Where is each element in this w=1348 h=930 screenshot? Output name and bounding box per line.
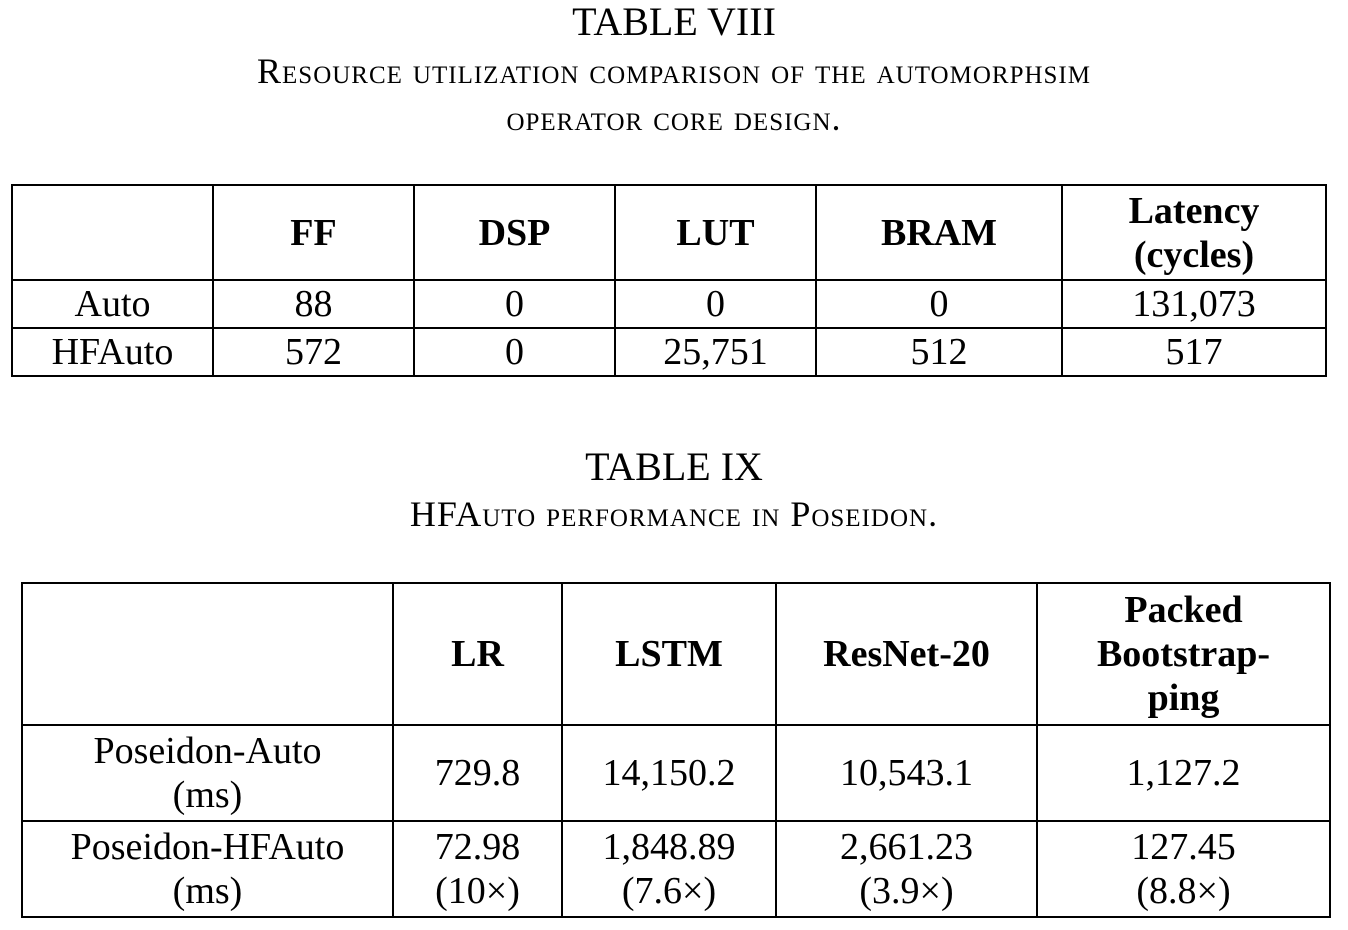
table-viii-caption: TABLE VIII Resource utilization comparis… (0, 2, 1348, 142)
table-ix-header-lstm: LSTM (561, 582, 777, 726)
table-ix-header-row: LR LSTM ResNet-20 Packed Bootstrap- ping (21, 582, 1331, 726)
table-ix: LR LSTM ResNet-20 Packed Bootstrap- ping… (21, 582, 1331, 918)
table-ix-header-packed-l1: Packed (1124, 589, 1243, 631)
table-ix-cell-resnet-value: 2,661.23 (840, 826, 973, 868)
table-ix-cell-lstm: 1,848.89 (7.6×) (561, 820, 777, 918)
table-ix-cell-lstm: 14,150.2 (561, 724, 777, 822)
table-viii-header-latency-l1: Latency (1128, 189, 1260, 232)
table-ix-cell-lstm-value: 1,848.89 (602, 826, 736, 868)
table-ix-row-name-l1: Poseidon-HFAuto (70, 826, 345, 868)
table-ix-cell-lr: 72.98 (10×) (392, 820, 563, 918)
table-ix-header-lr: LR (392, 582, 563, 726)
table-ix-header-packed-l2: Bootstrap- (1096, 633, 1271, 675)
table-viii-header-row: FF DSP LUT BRAM Latency (cycles) (11, 184, 1327, 281)
table-ix-row-name-l2: (ms) (172, 870, 243, 912)
table-row: Auto 88 0 0 0 131,073 (11, 279, 1327, 329)
table-ix-header-packed: Packed Bootstrap- ping (1036, 582, 1331, 726)
table-ix-header-packed-l3: ping (1147, 677, 1220, 719)
table-viii-cell-lut: 0 (614, 279, 817, 329)
table-viii-header-bram: BRAM (815, 184, 1063, 281)
table-viii-row-name: Auto (11, 279, 214, 329)
table-viii-row-name: HFAuto (11, 327, 214, 377)
table-ix-row-name: Poseidon-Auto (ms) (21, 724, 394, 822)
table-row: HFAuto 572 0 25,751 512 517 (11, 327, 1327, 377)
table-ix-caption: TABLE IX HFAuto performance in Poseidon. (0, 447, 1348, 538)
table-ix-row-name-l2: (ms) (172, 774, 243, 816)
table-viii-caption-line1: Resource utilization comparison of the a… (257, 51, 1091, 91)
table-ix-cell-packed: 1,127.2 (1036, 724, 1331, 822)
table-ix-cell-lr-speedup: (10×) (435, 870, 520, 912)
table-viii-header-ff: FF (212, 184, 415, 281)
table-ix-cell-packed-value: 127.45 (1131, 826, 1236, 868)
table-viii-cell-dsp: 0 (413, 279, 616, 329)
table-viii-cell-bram: 0 (815, 279, 1063, 329)
table-ix-label: TABLE IX (585, 444, 763, 489)
table-viii-header-lut: LUT (614, 184, 817, 281)
table-ix-caption-line: HFAuto performance in Poseidon. (409, 494, 939, 534)
table-viii-cell-dsp: 0 (413, 327, 616, 377)
table-viii-label: TABLE VIII (572, 0, 776, 44)
table-ix-cell-resnet: 10,543.1 (775, 724, 1038, 822)
table-ix-cell-lr-value: 72.98 (434, 826, 521, 868)
table-ix-header-empty (21, 582, 394, 726)
table-row: Poseidon-Auto (ms) 729.8 14,150.2 10,543… (21, 724, 1331, 822)
table-ix-cell-packed-speedup: (8.8×) (1136, 870, 1231, 912)
table-ix-header-resnet: ResNet-20 (775, 582, 1038, 726)
table-viii-header-latency-l2: (cycles) (1133, 233, 1255, 276)
table-ix-cell-packed: 127.45 (8.8×) (1036, 820, 1331, 918)
table-viii-cell-latency: 517 (1061, 327, 1327, 377)
table-viii: FF DSP LUT BRAM Latency (cycles) Auto 88… (11, 184, 1327, 377)
table-viii-header-empty (11, 184, 214, 281)
table-viii-cell-ff: 88 (212, 279, 415, 329)
table-row: Poseidon-HFAuto (ms) 72.98 (10×) 1,848.8… (21, 820, 1331, 918)
table-ix-cell-resnet-speedup: (3.9×) (859, 870, 954, 912)
table-viii-cell-lut: 25,751 (614, 327, 817, 377)
table-ix-row-name: Poseidon-HFAuto (ms) (21, 820, 394, 918)
table-viii-cell-latency: 131,073 (1061, 279, 1327, 329)
table-viii-header-dsp: DSP (413, 184, 616, 281)
table-ix-cell-resnet: 2,661.23 (3.9×) (775, 820, 1038, 918)
table-viii-cell-bram: 512 (815, 327, 1063, 377)
table-ix-cell-lr: 729.8 (392, 724, 563, 822)
table-ix-cell-lstm-speedup: (7.6×) (621, 870, 717, 912)
table-viii-header-latency: Latency (cycles) (1061, 184, 1327, 281)
table-viii-caption-line2: operator core design. (506, 98, 842, 138)
table-viii-cell-ff: 572 (212, 327, 415, 377)
table-ix-row-name-l1: Poseidon-Auto (93, 730, 322, 772)
